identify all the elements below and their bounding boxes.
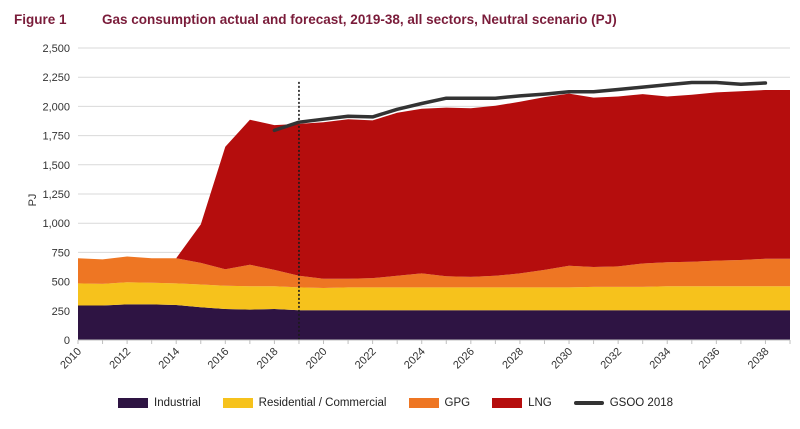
y-axis-title: PJ [27,194,39,207]
legend-item-residential: Residential / Commercial [222,397,387,409]
x-tick-label: 2028 [500,346,526,372]
stacked-areas [78,90,790,340]
x-tick-label: 2030 [549,346,575,372]
legend-item-industrial: Industrial [118,397,201,409]
y-tick-label: 750 [52,247,70,259]
x-tick-label: 2010 [58,346,84,372]
x-tick-label: 2026 [451,346,477,372]
x-tick-label: 2018 [255,346,281,372]
legend-swatch-industrial [118,398,148,408]
x-tick-label: 2034 [648,346,674,372]
figure-header: Figure 1 Gas consumption actual and fore… [14,12,617,27]
y-tick-label: 1,250 [42,189,70,201]
y-tick-label: 2,500 [42,43,70,55]
legend: Industrial Residential / Commercial GPG … [118,397,673,409]
area-industrial [78,304,790,340]
y-tick-label: 1,500 [42,160,70,172]
gsoo-line-layer [272,80,768,340]
y-tick-label: 2,250 [42,72,70,84]
line-gsoo-2018 [272,80,768,133]
x-tick-label: 2016 [206,346,232,372]
area-lng [78,90,790,279]
y-tick-label: 2,000 [42,101,70,113]
x-tick-label: 2012 [107,346,133,372]
figure-title: Gas consumption actual and forecast, 201… [102,12,617,27]
y-tick-label: 1,750 [42,131,70,143]
y-tick-label: 250 [52,306,70,318]
legend-item-gsoo: GSOO 2018 [573,397,674,409]
y-tick-label: 0 [64,335,70,347]
legend-swatch-gpg [408,398,439,408]
x-tick-label: 2022 [353,346,379,372]
y-tick-label: 1,000 [42,218,70,230]
area-residential [78,282,790,311]
legend-item-lng: LNG [492,397,552,409]
legend-swatch-lng [492,398,523,408]
legend-label-industrial: Industrial [154,397,201,409]
legend-label-gpg: GPG [444,397,471,409]
x-tick-label: 2020 [304,346,330,372]
legend-label-residential: Residential / Commercial [258,397,387,409]
legend-item-gpg: GPG [408,397,471,409]
x-tick-label: 2014 [157,346,183,372]
figure-label: Figure 1 [14,12,67,27]
legend-swatch-residential [222,398,253,408]
x-tick-label: 2032 [598,346,624,372]
legend-label-gsoo: GSOO 2018 [609,397,674,409]
area-gpg [78,256,790,288]
x-tick-label: 2038 [746,346,772,372]
legend-swatch-gsoo [573,401,604,405]
y-tick-label: 500 [52,277,70,289]
x-tick-label: 2036 [697,346,723,372]
legend-label-lng: LNG [528,397,552,409]
x-tick-label: 2024 [402,346,428,372]
